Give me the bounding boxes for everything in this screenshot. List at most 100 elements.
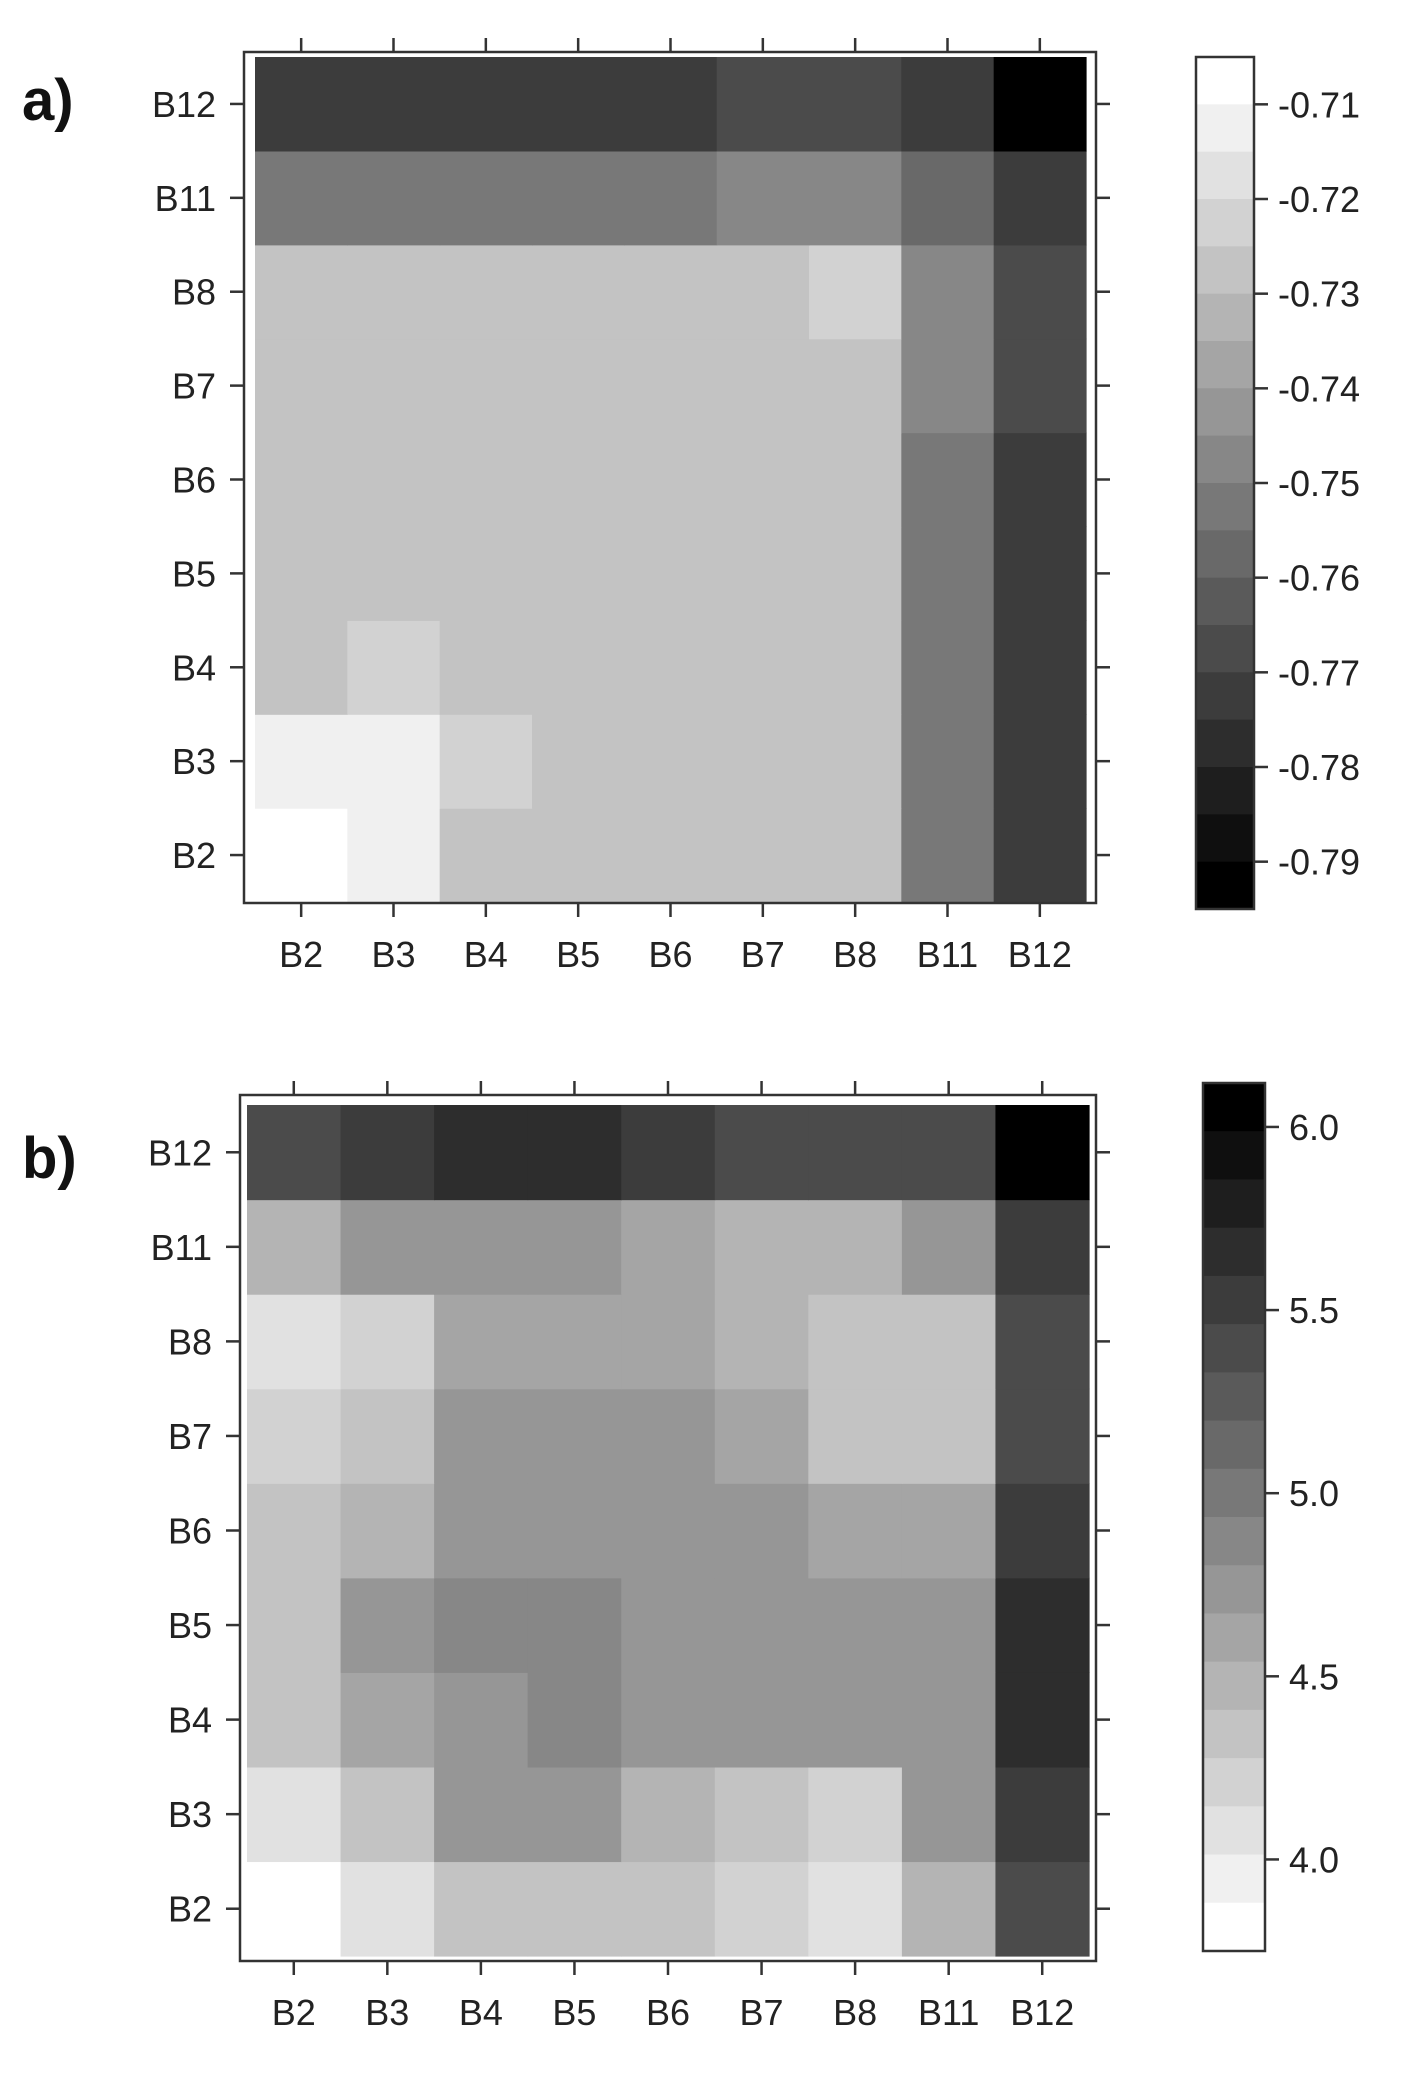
colorbar-segment [1203,1227,1265,1277]
heatmap-cell [255,620,348,715]
heatmap-cell [347,57,441,152]
heatmap-cell [901,244,995,340]
heatmap-cell [434,1483,529,1579]
heatmap-cell [340,1672,435,1768]
heatmap-cell [716,620,810,715]
heatmap-cell [901,1105,997,1201]
y-tick-label: B2 [172,835,216,876]
heatmap-cell [993,338,1087,434]
colorbar-segment [1203,1372,1265,1422]
heatmap-cell [340,1766,435,1863]
heatmap-cell [439,150,533,246]
x-tick-label: B8 [833,934,877,975]
heatmap-cell [808,1294,903,1390]
y-tick-label: B6 [172,460,216,501]
heatmap-cell [995,1483,1090,1579]
heatmap-cell [901,150,995,246]
heatmap-cell [439,57,533,152]
heatmap-cell [901,1766,997,1863]
heatmap-cell [255,432,348,528]
heatmap-cell [434,1294,529,1390]
heatmap-cell [247,1577,342,1673]
y-tick-label: B8 [172,272,216,313]
y-tick-label: B4 [168,1700,212,1741]
heatmap-cell [527,1105,622,1201]
colorbar-segment [1196,861,1254,910]
heatmap-cell [532,432,625,528]
heatmap-cell [809,57,902,152]
heatmap-cell [621,1294,716,1390]
heatmap-cell [527,1199,622,1295]
colorbar-segment [1203,1420,1265,1470]
heatmap-cell [532,526,625,621]
colorbar-segment [1196,57,1254,105]
x-tick-label: B3 [371,934,415,975]
colorbar-segment [1203,1131,1265,1181]
heatmap-cell [714,1672,809,1768]
heatmap-cell [901,526,995,621]
heatmap-cell [808,1388,903,1484]
x-tick-label: B8 [833,1992,877,2033]
colorbar-tick-label: 4.5 [1289,1656,1339,1697]
heatmap-cell [995,1388,1090,1484]
heatmap-cell [255,57,348,152]
colorbar-segment [1196,625,1254,673]
x-tick-label: B6 [648,934,692,975]
colorbar-segment [1203,1468,1265,1518]
heatmap-cell [714,1577,809,1673]
heatmap-cell [995,1199,1090,1295]
heatmap-cell [532,338,625,434]
heatmap-cell [340,1861,435,1957]
heatmap-cell [532,150,625,246]
heatmap-cell [808,1199,903,1295]
y-tick-label: B12 [148,1132,212,1173]
heatmap-cell [247,1672,342,1768]
heatmap-cell [714,1766,809,1863]
heatmap-cell [808,1861,903,1957]
colorbar-tick-label: -0.74 [1278,368,1360,409]
panel-label-b: b) [22,1126,77,1191]
heatmap-cell [347,620,441,715]
colorbar-segment [1203,1083,1265,1132]
colorbar-tick-label: -0.77 [1278,652,1360,693]
colorbar-tick-label: 4.0 [1289,1839,1339,1880]
heatmap-cell [347,714,441,809]
heatmap-cell [716,150,810,246]
heatmap-cell [347,338,441,434]
heatmap-cell [808,1672,903,1768]
heatmap-cell [621,1483,716,1579]
heatmap-cell [347,432,441,528]
colorbar-segment [1196,767,1254,815]
colorbar-segment [1196,719,1254,768]
heatmap-cell [809,150,902,246]
heatmap-cell [901,338,995,434]
heatmap-cell [624,244,718,340]
heatmap-cell [439,338,533,434]
heatmap-cell [247,1388,342,1484]
heatmap-cell [247,1199,342,1295]
heatmap-cell [808,1105,903,1201]
colorbar-segment [1203,1565,1265,1615]
heatmap-cell [527,1577,622,1673]
heatmap-cell [716,432,810,528]
heatmap-cell [714,1294,809,1390]
x-tick-label: B12 [1008,934,1072,975]
y-tick-label: B8 [168,1321,212,1362]
heatmap-cell [527,1388,622,1484]
heatmap-cell [247,1483,342,1579]
colorbar-segment [1196,483,1254,531]
colorbar-tick-label: -0.76 [1278,558,1360,599]
heatmap-cell [714,1483,809,1579]
x-tick-label: B6 [646,1992,690,2033]
heatmap-cell [621,1672,716,1768]
heatmap-cell [901,1861,997,1957]
colorbar-segment [1196,104,1254,153]
heatmap-cell [532,57,625,152]
heatmap-cell [255,150,348,246]
heatmap-cell [995,1861,1090,1957]
heatmap-cell [434,1199,529,1295]
heatmap-cell [532,244,625,340]
heatmap-cell [993,432,1087,528]
heatmap-cell [714,1199,809,1295]
heatmap-cell [527,1672,622,1768]
